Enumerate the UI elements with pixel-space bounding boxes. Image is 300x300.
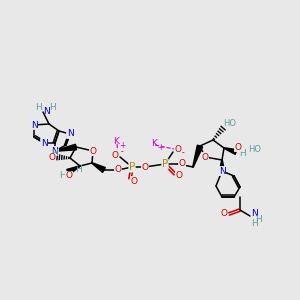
Polygon shape (224, 148, 237, 154)
Polygon shape (92, 163, 105, 172)
Text: N: N (43, 106, 50, 116)
Text: O: O (89, 146, 97, 155)
Text: N: N (40, 139, 47, 148)
Text: O: O (202, 152, 208, 161)
Text: HO: HO (248, 146, 261, 154)
Text: H: H (256, 214, 262, 224)
Polygon shape (67, 166, 80, 175)
Text: K: K (151, 139, 157, 148)
Text: H: H (75, 166, 81, 175)
Text: O: O (220, 208, 227, 217)
Text: O: O (130, 176, 137, 185)
Text: O: O (115, 166, 122, 175)
Text: N: N (52, 146, 58, 155)
Text: H: H (60, 170, 66, 179)
Text: +: + (157, 142, 163, 152)
Text: +: + (119, 142, 125, 151)
Text: H: H (240, 148, 246, 158)
Polygon shape (220, 160, 224, 171)
Text: H: H (49, 103, 56, 112)
Text: O: O (175, 146, 182, 154)
Text: N: N (219, 167, 225, 176)
Text: H: H (52, 148, 58, 158)
Text: K: K (113, 137, 119, 146)
Text: O: O (176, 172, 182, 181)
Text: P: P (162, 159, 168, 169)
Text: HO: HO (224, 118, 236, 127)
Text: H: H (36, 103, 42, 112)
Text: P: P (129, 162, 135, 172)
Text: O: O (112, 151, 118, 160)
Text: O: O (178, 158, 185, 167)
Text: O: O (49, 154, 56, 163)
Text: N: N (67, 130, 73, 139)
Text: -: - (182, 148, 184, 158)
Polygon shape (55, 144, 76, 151)
Text: N: N (252, 209, 258, 218)
Text: O: O (235, 142, 242, 152)
Text: O: O (65, 172, 73, 181)
Text: N: N (31, 121, 38, 130)
Text: O: O (142, 163, 148, 172)
Text: -: - (121, 148, 123, 157)
Polygon shape (193, 145, 203, 167)
Text: H: H (250, 218, 257, 227)
